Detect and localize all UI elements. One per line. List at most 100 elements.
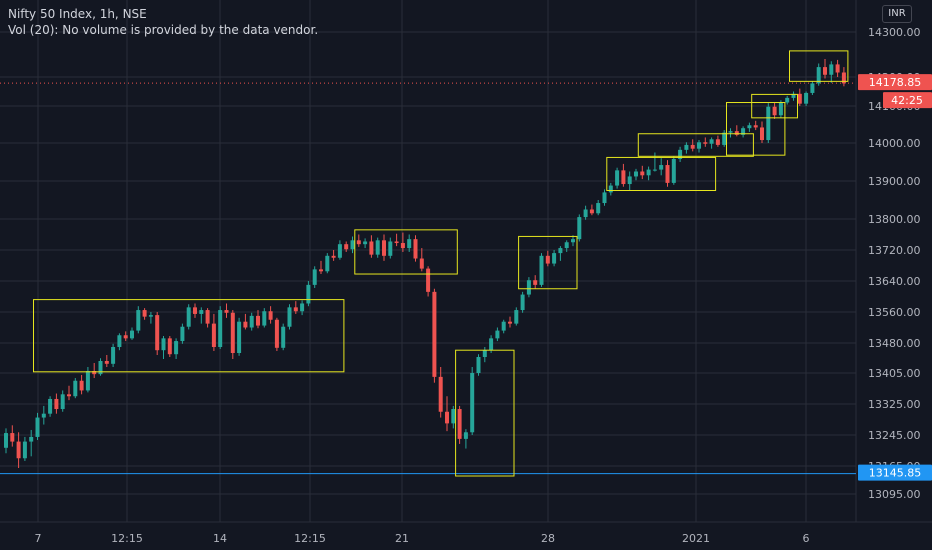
candle-body [520,294,525,311]
candle-body [451,409,456,424]
candle-body [293,307,298,312]
y-tick-label: 13245.00 [868,429,921,442]
x-tick-label: 21 [395,532,409,545]
candle-body [369,241,374,255]
candle-body [394,241,399,244]
candle-body [489,338,494,351]
chart-legend: Nifty 50 Index, 1h, NSE Vol (20): No vol… [8,6,318,38]
candle-body [797,93,802,104]
candle-body [539,255,544,285]
candle-body [136,310,141,331]
x-tick-label: 2021 [682,532,710,545]
candle-body [41,413,46,418]
candle-body [130,330,134,339]
candle-body [438,376,443,412]
candle-body [10,433,15,442]
candle-body [627,176,632,185]
y-tick-label: 13900.00 [868,175,921,188]
candle-body [722,132,727,145]
candle-body [823,67,827,75]
candle-body [835,64,840,73]
candle-body [16,441,21,459]
candle-body [684,144,689,150]
candle-body [407,239,412,249]
y-tick-label: 13720.00 [868,244,921,257]
candle-body [350,240,355,250]
y-tick-label: 13560.00 [868,306,921,319]
candle-body [287,307,292,327]
candle-body [659,165,664,170]
candle-body [281,326,286,348]
candle-body [646,169,651,176]
candle-body [665,165,670,183]
candle-body [514,310,519,324]
candles [4,59,846,468]
candle-body [640,171,645,176]
x-tick-label: 12:15 [111,532,143,545]
candle-body [709,139,714,144]
candle-body [35,417,40,437]
candle-body [256,315,260,326]
candle-body [356,240,361,245]
candle-body [382,240,386,256]
candle-body [388,241,393,256]
candle-body [218,310,223,347]
candle-body [772,106,777,116]
candle-body [4,433,8,448]
support-label: 13145.85 [869,467,922,480]
x-tick-label: 14 [213,532,227,545]
candle-body [199,310,204,314]
candle-body [608,185,613,193]
horizontal-lines [0,82,856,475]
candle-body [495,330,500,339]
candle-body [741,128,746,135]
annotation-box [637,133,754,157]
candle-body [841,72,846,84]
y-tick-label: 13800.00 [868,213,921,226]
candle-body [117,335,122,347]
candle-body [589,209,594,214]
price-labels: 14178.85 42:25 13145.85 [858,74,932,481]
candle-body [728,131,733,133]
candle-body [791,93,796,98]
candle-body [174,341,179,355]
candle-body [426,268,431,292]
y-tick-label: 14000.00 [868,137,921,150]
candle-body [615,170,620,186]
candle-body [186,307,191,327]
candle-body [621,170,626,185]
candle-body [760,127,764,141]
candle-body [445,411,449,424]
candle-body [463,432,468,439]
candle-body [457,409,462,439]
candle-body [211,323,216,347]
annotation-box [606,156,717,192]
candle-body [476,357,481,373]
candle-body [690,144,695,149]
candle-body [747,125,752,129]
candle-body [432,291,437,377]
candle-body [829,64,834,75]
candle-body [54,398,59,410]
currency-button[interactable]: INR [882,5,912,23]
candle-body [652,169,657,171]
candle-body [785,97,790,103]
candle-body [508,321,512,324]
last-price-label: 14178.85 [869,76,922,89]
candle-body [29,436,34,442]
candle-body [85,371,90,391]
candle-body [79,380,84,391]
candle-body [325,255,330,272]
countdown-label: 42:25 [891,94,923,107]
annotation-boxes [33,50,849,477]
annotation-box [518,235,578,290]
candle-body [230,312,235,353]
candle-body [697,142,701,149]
x-tick-label: 7 [35,532,42,545]
candle-body [501,321,506,331]
candle-body [274,319,279,348]
candle-body [123,335,128,339]
x-tick-label: 12:15 [294,532,326,545]
